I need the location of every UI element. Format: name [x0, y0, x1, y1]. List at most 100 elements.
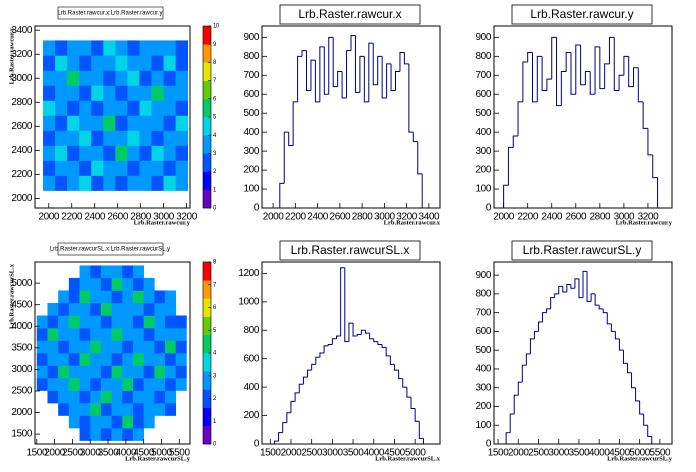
histogram-bin: [323, 46, 329, 95]
title-box: [57, 242, 164, 256]
histogram-bin: [503, 184, 509, 208]
x-tick-label: 2800: [590, 212, 611, 223]
heatmap-cell: [111, 403, 123, 416]
heatmap-cell: [36, 340, 48, 354]
histogram-bin: [402, 378, 407, 388]
heatmap-cell: [103, 130, 116, 146]
heatmap-cell: [43, 130, 56, 146]
heatmap-cell: [132, 415, 144, 429]
heatmap-cell: [154, 416, 165, 429]
plot-frame: [493, 261, 673, 445]
y-tick-label: 300: [476, 146, 492, 157]
histogram-bin: [344, 267, 349, 343]
histogram-bin: [589, 71, 596, 95]
heatmap-cell: [100, 390, 112, 404]
histogram-bin: [286, 412, 291, 423]
heatmap-cell: [55, 160, 68, 176]
histogram-bin: [381, 344, 387, 348]
heatmap-cell: [67, 145, 80, 161]
heatmap-cell: [100, 403, 112, 416]
colorbar-label: 3: [213, 373, 217, 379]
x-tick-label: 4500: [133, 448, 154, 459]
histogram-bin: [406, 387, 412, 398]
heatmap-cell: [132, 353, 144, 366]
y-tick-label: 3000: [11, 364, 32, 375]
heatmap-cell: [90, 403, 102, 416]
heatmap-cell: [43, 85, 56, 101]
histogram-bin: [594, 293, 600, 306]
heatmap-cell: [58, 428, 69, 441]
y-tick-label: 4500: [11, 299, 32, 310]
heatmap-cell: [37, 416, 48, 429]
colorbar-label: 3: [213, 151, 217, 157]
heatmap-cell: [143, 290, 155, 304]
histogram-bin: [421, 173, 427, 209]
heatmap-cell: [36, 365, 48, 379]
heatmap-cell: [79, 85, 92, 101]
y-tick-label: 3200: [11, 49, 32, 60]
heatmap-cell: [111, 390, 123, 404]
heatmap-cell: [55, 130, 68, 146]
y-tick-label: 900: [244, 32, 260, 43]
heatmap-cell: [176, 278, 187, 291]
plot-frame: [261, 25, 441, 209]
heatmap-cell: [154, 403, 166, 416]
histogram-bin: [298, 383, 304, 393]
heatmap-cell: [154, 302, 166, 316]
heatmap-cell: [111, 327, 123, 341]
heatmap-cell: [100, 327, 112, 341]
histogram-bin: [389, 355, 395, 365]
heatmap-cell: [47, 302, 59, 316]
y-tick-label: 2000: [11, 407, 32, 418]
histogram-bin: [531, 52, 538, 103]
heatmap-cell: [37, 391, 48, 404]
heatmap-cell: [55, 115, 68, 131]
x-tick-label: 2400: [541, 212, 562, 223]
histogram-bin: [554, 293, 559, 298]
heatmap-cell: [143, 277, 155, 291]
heatmap-cell: [139, 160, 152, 176]
heatmap-cell: [79, 145, 92, 161]
histogram-bin: [565, 52, 571, 72]
x-tick-label: 3200: [396, 212, 417, 223]
histogram-bin: [651, 436, 656, 445]
x-tick-label: 2000: [44, 448, 65, 459]
heatmap-cell: [79, 115, 92, 131]
heatmap-cell: [68, 378, 80, 391]
heatmap-cell: [143, 315, 155, 329]
heatmap-cell: [79, 40, 92, 56]
heatmap-cell: [79, 340, 91, 354]
y-tick-label: 1500: [11, 429, 32, 440]
histogram-bin: [594, 46, 600, 95]
chart-title: Lrb.Raster.rawcurSL.x:Lrb.Raster.rawcurS…: [50, 247, 170, 253]
histogram-bin: [604, 63, 610, 89]
histogram-bin: [319, 352, 325, 358]
colorbar-band: [203, 425, 211, 445]
heatmap-cell: [91, 55, 104, 71]
heatmap-cell: [176, 403, 187, 416]
colorbar-band: [203, 280, 211, 299]
heatmap-cell: [37, 290, 48, 303]
heatmap-cell: [58, 340, 70, 354]
histogram-bin: [307, 369, 312, 378]
heatmap-cell: [175, 85, 189, 101]
heatmap-cell: [115, 130, 128, 146]
x-tick-label: 2500: [528, 448, 549, 459]
y-tick-label: 5000: [11, 278, 32, 289]
heatmap-cell: [100, 315, 112, 329]
colorbar-label: 0: [213, 442, 217, 448]
histogram-bin: [282, 422, 287, 433]
heatmap-cell: [151, 175, 164, 191]
heatmap-cell: [115, 160, 128, 176]
heatmap-cell: [176, 265, 187, 278]
heatmap-cell: [165, 353, 177, 366]
heatmap-cell: [91, 130, 104, 146]
histogram-bin: [513, 394, 519, 414]
heatmap-cell: [165, 327, 177, 341]
histogram-bin: [393, 364, 399, 371]
heatmap-cell: [58, 327, 70, 341]
y-tick-label: 400: [476, 127, 492, 138]
heatmap-cell: [127, 175, 140, 191]
heatmap-cell: [132, 277, 144, 291]
